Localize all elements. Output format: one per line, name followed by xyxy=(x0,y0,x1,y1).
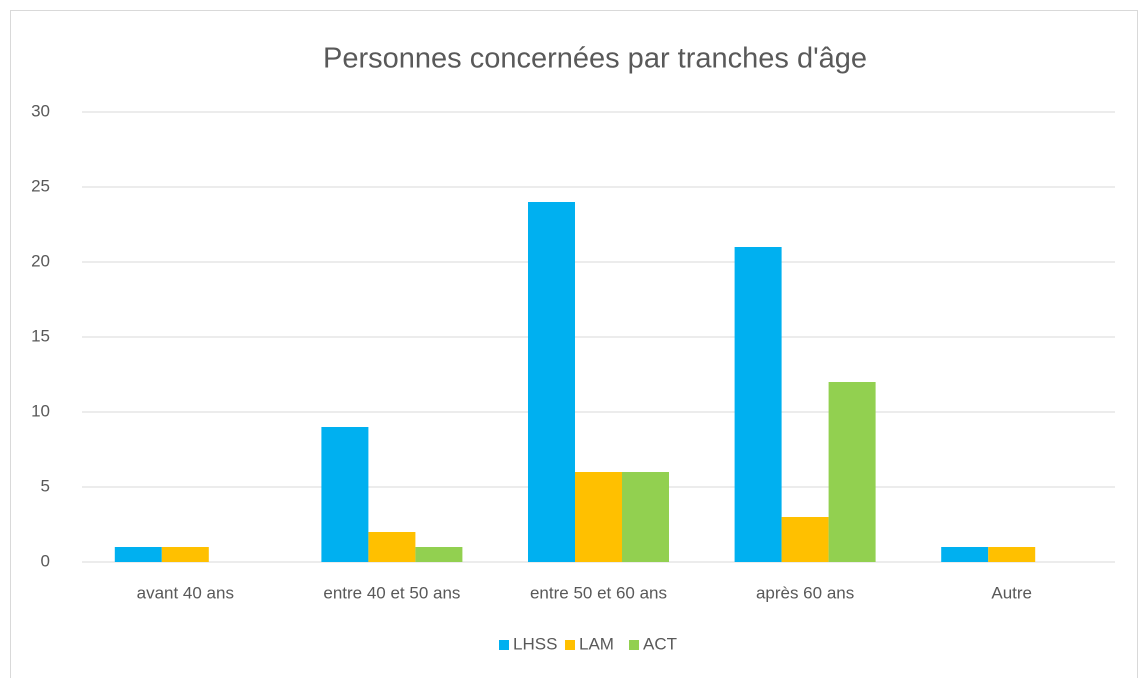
bar xyxy=(368,532,416,562)
bar xyxy=(528,202,575,562)
x-tick-label: Autre xyxy=(991,583,1032,602)
legend-swatch xyxy=(499,640,509,650)
legend-label: LHSS xyxy=(513,634,557,653)
y-tick-label: 30 xyxy=(31,101,50,120)
legend-label: LAM xyxy=(579,634,614,653)
y-tick-label: 15 xyxy=(31,326,50,345)
bar xyxy=(622,472,669,562)
x-tick-label: entre 50 et 60 ans xyxy=(530,583,667,602)
bar xyxy=(114,547,162,562)
bar xyxy=(321,427,369,562)
x-tick-label: avant 40 ans xyxy=(137,583,234,602)
bar xyxy=(828,382,876,562)
bar xyxy=(988,547,1036,562)
bar xyxy=(161,547,209,562)
legend-swatch xyxy=(565,640,575,650)
bar xyxy=(734,247,782,562)
bar xyxy=(781,517,829,562)
legend-label: ACT xyxy=(643,634,677,653)
bar xyxy=(575,472,622,562)
chart-title: Personnes concernées par tranches d'âge xyxy=(323,43,867,75)
bar xyxy=(941,547,989,562)
bar xyxy=(415,547,463,562)
y-tick-label: 5 xyxy=(41,476,50,495)
legend-swatch xyxy=(629,640,639,650)
x-tick-label: après 60 ans xyxy=(756,583,854,602)
y-tick-label: 0 xyxy=(41,551,50,570)
x-tick-label: entre 40 et 50 ans xyxy=(323,583,460,602)
y-tick-label: 25 xyxy=(31,176,50,195)
y-tick-label: 10 xyxy=(31,401,50,420)
y-tick-label: 20 xyxy=(31,251,50,270)
